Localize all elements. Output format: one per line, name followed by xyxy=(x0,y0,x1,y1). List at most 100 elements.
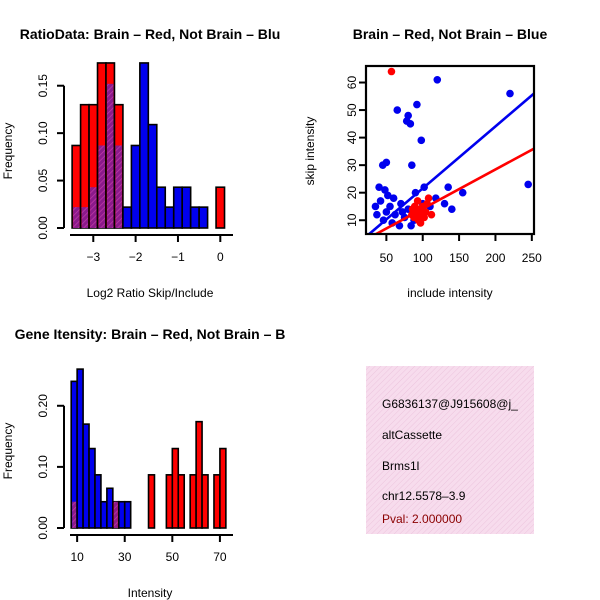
ratio-bar-not-brain xyxy=(181,186,192,229)
intensity-bar-brain xyxy=(177,474,186,529)
scatter-point-not-brain xyxy=(398,208,407,216)
scatter-y-tick-label: 30 xyxy=(345,158,359,172)
scatter-point-not-brain xyxy=(402,117,411,125)
ratio-bar-not-brain xyxy=(147,123,158,229)
intensity-bar-brain xyxy=(219,447,227,529)
ratio-histogram-panel: RatioData: Brain – Red, Not Brain – Blu … xyxy=(1,26,280,300)
intensity-bar-brain xyxy=(195,420,203,529)
intensity-x-tick-label: 10 xyxy=(70,550,84,564)
scatter-x-tick-label: 250 xyxy=(522,251,542,265)
info-gene: Brms1l xyxy=(382,459,419,473)
scatter-point-not-brain xyxy=(382,208,391,216)
scatter-point-not-brain xyxy=(373,210,381,219)
scatter-y-tick-label: 40 xyxy=(345,131,359,145)
ratio-bar-not-brain xyxy=(122,206,133,229)
scatter-x-tick-label: 100 xyxy=(413,251,433,265)
scatter-point-not-brain xyxy=(393,106,402,114)
scatter-point-brain xyxy=(413,197,422,205)
intensity-bar-not-brain xyxy=(123,500,132,529)
intensity-ylabel: Frequency xyxy=(1,423,15,480)
scatter-point-not-brain xyxy=(386,202,394,211)
scatter-point-not-brain xyxy=(444,183,452,191)
ratio-ylabel: Frequency xyxy=(1,123,15,180)
intensity-bar-not-brain xyxy=(76,368,84,529)
scatter-fit-line-not-brain xyxy=(367,92,534,234)
intensity-bar-brain xyxy=(147,474,156,529)
ratio-bar-overlap xyxy=(90,187,97,228)
scatter-point-not-brain xyxy=(384,191,392,200)
info-event-type: altCassette xyxy=(382,428,442,442)
scatter-point-not-brain xyxy=(408,161,416,169)
intensity-bar-brain xyxy=(171,447,180,529)
intensity-bar-overlap xyxy=(113,501,118,528)
scatter-point-not-brain xyxy=(371,202,380,211)
intensity-xlabel: Intensity xyxy=(128,586,173,600)
ratio-bar-not-brain xyxy=(172,186,183,229)
scatter-point-not-brain xyxy=(448,205,456,214)
scatter-panel: Brain – Red, Not Brain – Blue 50 100 150 20… xyxy=(303,26,547,300)
scatter-y-tick-label: 50 xyxy=(345,103,359,117)
scatter-point-not-brain xyxy=(524,180,532,189)
ratio-bar-overlap xyxy=(115,145,122,228)
ratio-bar-not-brain xyxy=(130,144,141,229)
intensity-bar-brain xyxy=(165,474,174,529)
intensity-bar-brain xyxy=(213,474,221,529)
scatter-plot-frame xyxy=(364,64,536,236)
ratio-bar-overlap xyxy=(81,207,89,228)
info-box-background xyxy=(366,366,534,534)
intensity-bar-overlap xyxy=(72,501,77,528)
ratio-y-tick-label: 0.10 xyxy=(36,121,50,145)
intensity-bar-not-brain xyxy=(88,447,96,529)
ratio-bar-not-brain xyxy=(164,206,175,229)
ratio-bar-overlap xyxy=(106,83,114,229)
scatter-point-brain xyxy=(421,208,430,216)
scatter-point-brain xyxy=(387,67,396,76)
scatter-x-tick-label: 200 xyxy=(485,251,505,265)
info-event-id: G6836137@J915608@j_ xyxy=(382,397,518,411)
info-pval: Pval: 2.000000 xyxy=(382,512,462,526)
intensity-bar-not-brain xyxy=(117,500,126,529)
scatter-x-tick-label: 50 xyxy=(380,251,394,265)
scatter-point-brain xyxy=(408,205,417,214)
info-panel: G6836137@J915608@j_ altCassette Brms1l c… xyxy=(366,366,534,534)
ratio-x-tick-label: −2 xyxy=(129,250,143,264)
intensity-x-tick-label: 50 xyxy=(166,550,180,564)
intensity-x-tick-label: 30 xyxy=(118,550,132,564)
scatter-point-not-brain xyxy=(433,75,442,84)
ratio-y-tick-label: 0.00 xyxy=(36,216,50,240)
scatter-y-tick-label: 20 xyxy=(345,186,359,200)
intensity-x-tick-label: 70 xyxy=(213,550,227,564)
scatter-ylabel: skip intensity xyxy=(303,117,317,186)
scatter-point-not-brain xyxy=(382,158,391,167)
intensity-y-tick-label: 0.10 xyxy=(36,455,50,479)
scatter-point-brain xyxy=(416,219,425,227)
intensity-bar-not-brain xyxy=(94,474,102,529)
intensity-bar-not-brain xyxy=(106,487,114,529)
scatter-title: Brain – Red, Not Brain – Blue xyxy=(353,26,548,42)
ratio-xlabel: Log2 Ratio Skip/Include xyxy=(87,286,214,300)
scatter-point-not-brain xyxy=(376,197,385,205)
ratio-y-tick-label: 0.05 xyxy=(36,169,50,193)
intensity-bar-not-brain xyxy=(100,500,108,529)
scatter-point-not-brain xyxy=(458,188,467,197)
intensity-histogram-panel: Gene Itensity: Brain – Red, Not Brain – … xyxy=(1,326,285,600)
intensity-y-tick-label: 0.20 xyxy=(36,394,50,418)
scatter-point-brain xyxy=(424,194,433,202)
intensity-bar-not-brain xyxy=(82,423,90,529)
ratio-x-tick-label: −1 xyxy=(171,250,185,264)
ratio-bar-not-brain xyxy=(189,206,200,229)
ratio-bar-not-brain xyxy=(139,62,150,229)
scatter-point-not-brain xyxy=(506,89,514,98)
ratio-x-tick-label: 0 xyxy=(217,250,224,264)
scatter-point-not-brain xyxy=(375,183,383,191)
ratio-bar-brain xyxy=(215,186,226,229)
scatter-y-tick-label: 10 xyxy=(345,213,359,227)
scatter-fit-line-brain xyxy=(373,147,534,234)
scatter-x-tick-label: 150 xyxy=(449,251,469,265)
intensity-bar-brain xyxy=(189,474,197,529)
scatter-point-not-brain xyxy=(417,136,426,145)
intensity-bar-brain xyxy=(201,474,209,529)
ratio-bar-overlap xyxy=(98,145,105,228)
intensity-title: Gene Itensity: Brain – Red, Not Brain – … xyxy=(15,326,286,342)
